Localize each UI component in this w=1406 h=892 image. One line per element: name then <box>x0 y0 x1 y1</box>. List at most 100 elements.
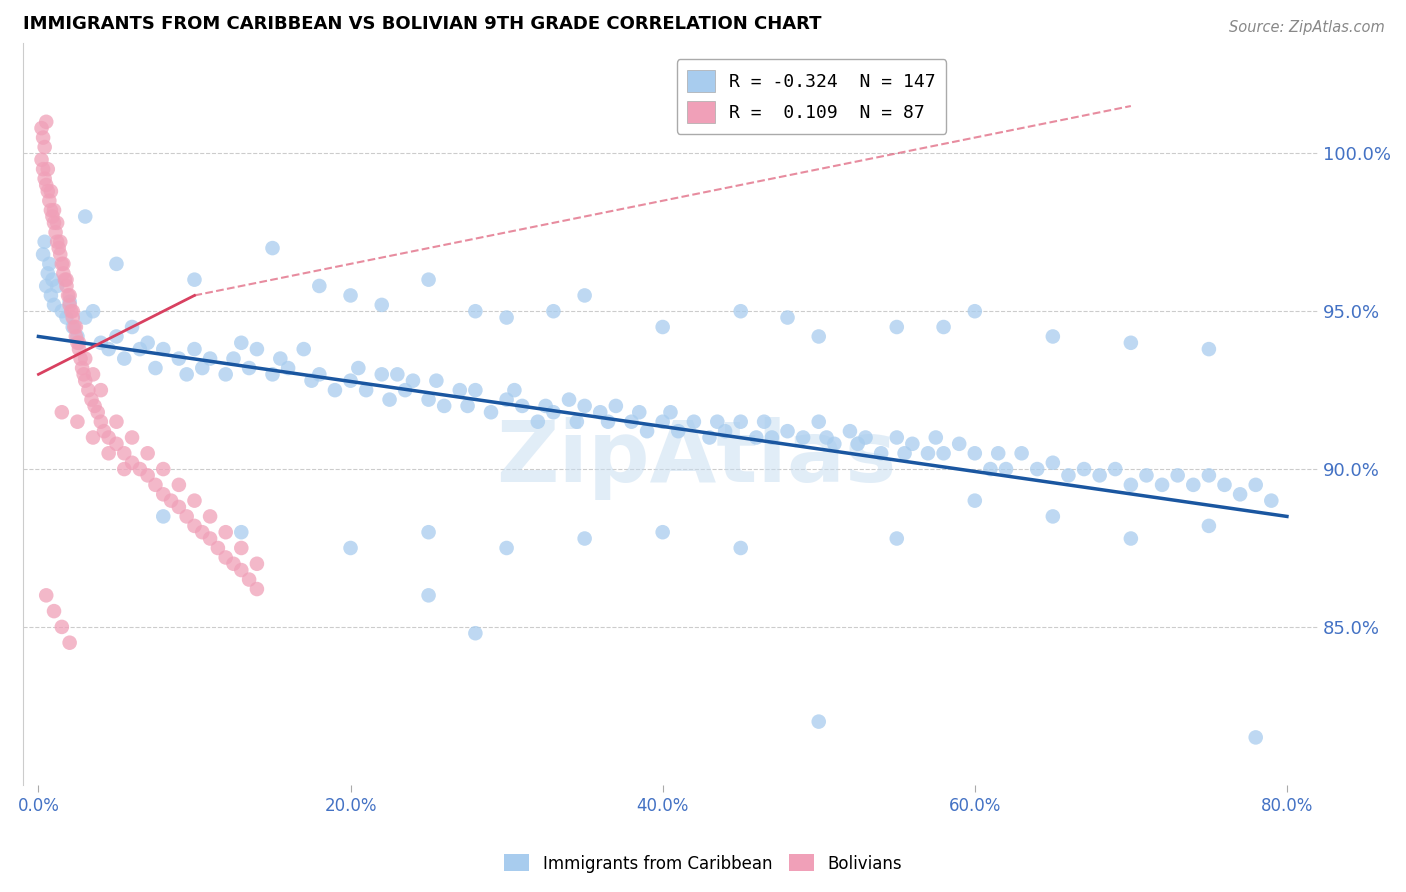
Point <box>231 335 253 350</box>
Point <box>31 153 53 167</box>
Point <box>761 430 783 444</box>
Point <box>752 415 775 429</box>
Point <box>870 446 893 460</box>
Point <box>51 257 73 271</box>
Point <box>32 247 55 261</box>
Point <box>464 383 486 397</box>
Point <box>37 266 59 280</box>
Point <box>51 405 73 419</box>
Point <box>45 225 67 239</box>
Point <box>1135 468 1157 483</box>
Point <box>75 210 97 224</box>
Point <box>49 247 72 261</box>
Point <box>65 329 87 343</box>
Point <box>543 405 565 419</box>
Point <box>527 415 550 429</box>
Point <box>66 415 89 429</box>
Point <box>60 304 83 318</box>
Point <box>41 210 63 224</box>
Point <box>121 320 143 334</box>
Point <box>776 424 799 438</box>
Point <box>666 424 689 438</box>
Point <box>776 310 799 325</box>
Point <box>37 184 59 198</box>
Point <box>80 392 103 407</box>
Point <box>112 351 135 366</box>
Point <box>145 478 167 492</box>
Point <box>121 456 143 470</box>
Point <box>418 392 440 407</box>
Point <box>59 298 82 312</box>
Point <box>815 430 838 444</box>
Point <box>238 573 260 587</box>
Point <box>418 273 440 287</box>
Point <box>1026 462 1049 476</box>
Point <box>90 335 112 350</box>
Point <box>543 304 565 318</box>
Point <box>35 279 58 293</box>
Point <box>995 462 1018 476</box>
Point <box>51 304 73 318</box>
Point <box>371 368 394 382</box>
Point <box>683 415 706 429</box>
Point <box>55 279 77 293</box>
Point <box>628 405 651 419</box>
Point <box>1073 462 1095 476</box>
Point <box>128 342 150 356</box>
Point <box>620 415 643 429</box>
Point <box>49 235 72 249</box>
Point <box>82 304 104 318</box>
Point <box>53 273 76 287</box>
Point <box>238 361 260 376</box>
Point <box>371 298 394 312</box>
Point <box>66 329 89 343</box>
Point <box>1198 519 1220 533</box>
Point <box>269 351 291 366</box>
Point <box>62 320 84 334</box>
Point <box>73 368 96 382</box>
Point <box>730 541 752 555</box>
Point <box>932 446 955 460</box>
Point <box>152 509 174 524</box>
Legend: R = -0.324  N = 147, R =  0.109  N = 87: R = -0.324 N = 147, R = 0.109 N = 87 <box>676 60 946 134</box>
Point <box>792 430 814 444</box>
Point <box>69 351 91 366</box>
Point <box>66 335 89 350</box>
Point <box>59 636 82 650</box>
Point <box>105 329 128 343</box>
Point <box>394 383 416 397</box>
Point <box>246 582 269 596</box>
Point <box>77 383 100 397</box>
Point <box>183 493 205 508</box>
Point <box>1213 478 1236 492</box>
Point <box>128 462 150 476</box>
Point <box>339 288 361 302</box>
Point <box>449 383 471 397</box>
Point <box>714 424 737 438</box>
Point <box>46 279 69 293</box>
Legend: Immigrants from Caribbean, Bolivians: Immigrants from Caribbean, Bolivians <box>498 847 908 880</box>
Point <box>1167 468 1189 483</box>
Point <box>207 541 229 555</box>
Point <box>39 288 62 302</box>
Point <box>191 525 214 540</box>
Point <box>222 557 245 571</box>
Text: Source: ZipAtlas.com: Source: ZipAtlas.com <box>1229 20 1385 35</box>
Point <box>82 430 104 444</box>
Point <box>308 368 330 382</box>
Point <box>823 437 845 451</box>
Point <box>1042 456 1064 470</box>
Point <box>963 446 986 460</box>
Point <box>75 374 97 388</box>
Point <box>948 437 970 451</box>
Point <box>596 415 619 429</box>
Point <box>198 509 221 524</box>
Point <box>402 374 425 388</box>
Point <box>42 298 65 312</box>
Point <box>1042 329 1064 343</box>
Point <box>152 487 174 501</box>
Point <box>323 383 346 397</box>
Point <box>39 203 62 218</box>
Point <box>39 184 62 198</box>
Point <box>51 620 73 634</box>
